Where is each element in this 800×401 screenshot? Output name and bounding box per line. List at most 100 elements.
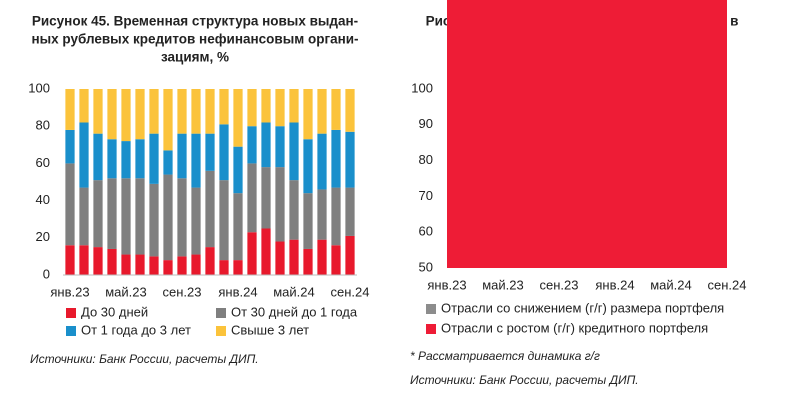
bar-segment	[163, 89, 173, 151]
bar-segment	[177, 256, 187, 275]
bar-segment	[191, 89, 201, 134]
bar-segment	[93, 133, 103, 181]
bar-segment	[331, 245, 341, 275]
bar-segment	[79, 122, 89, 188]
bar-segment	[289, 89, 299, 123]
bar-segment	[79, 89, 89, 123]
bar-segment	[317, 189, 327, 240]
legend-swatch	[66, 326, 76, 336]
bar-segment	[135, 89, 145, 140]
chart-title: Рисунок 45. Временная структура новых вы…	[32, 14, 358, 29]
source-note: * Рассматривается динамика г/г	[410, 349, 600, 363]
bar-segment	[331, 187, 341, 246]
x-tick-label: сен.23	[163, 284, 202, 299]
bar-segment	[233, 89, 243, 147]
bar-segment	[93, 180, 103, 248]
x-tick-label: май.24	[273, 284, 315, 299]
bar-segment	[163, 260, 173, 275]
bar-segment	[275, 167, 285, 242]
bar-segment	[191, 133, 201, 188]
x-tick-label: янв.24	[218, 284, 257, 299]
source-note: Источники: Банк России, расчеты ДИП.	[30, 352, 259, 366]
bar-segment	[135, 139, 145, 179]
bar-segment	[149, 183, 159, 257]
legend-label: Свыше 3 лет	[231, 322, 309, 337]
bar-segment	[233, 193, 243, 261]
bar-segment	[317, 239, 327, 275]
bar-segment	[135, 178, 145, 255]
bar-segment	[261, 89, 271, 123]
y-tick-label: 60	[36, 155, 50, 170]
bar-segment	[121, 141, 131, 179]
bar-segment	[79, 245, 89, 275]
bar-segment	[121, 254, 131, 275]
bar-segment	[219, 89, 229, 125]
bar-segment	[121, 89, 131, 142]
bar-segment	[261, 167, 271, 229]
bar-segment	[247, 232, 257, 275]
bar-segment	[135, 254, 145, 275]
bar-segment	[219, 260, 229, 275]
bar-segment	[219, 180, 229, 261]
bar-segment	[121, 178, 131, 255]
y-tick-label: 80	[419, 152, 433, 167]
bar-segment	[107, 89, 117, 140]
bar-segment	[345, 187, 355, 236]
bar-segment	[107, 139, 117, 179]
legend-swatch	[426, 304, 436, 314]
chart-title: зациям, %	[161, 50, 229, 65]
legend-swatch	[216, 326, 226, 336]
y-tick-label: 40	[36, 192, 50, 207]
bar-segment	[345, 131, 355, 188]
bar-segment	[247, 126, 257, 164]
legend-swatch	[426, 324, 436, 334]
x-tick-label: май.24	[650, 277, 692, 292]
x-tick-label: янв.23	[427, 277, 466, 292]
bar-segment	[303, 89, 313, 140]
bar-segment	[247, 89, 257, 127]
bar-segment	[149, 256, 159, 275]
bar-segment	[345, 89, 355, 132]
bar-segment	[233, 260, 243, 275]
bar-segment	[65, 129, 75, 164]
x-tick-label: янв.24	[595, 277, 634, 292]
bar-segment	[191, 254, 201, 275]
bar-segment	[93, 247, 103, 275]
bar-segment	[331, 129, 341, 188]
bar-segment	[317, 133, 327, 190]
y-tick-label: 60	[419, 224, 433, 239]
y-tick-label: 50	[419, 259, 433, 274]
bar-segment	[65, 89, 75, 130]
bar-segment	[303, 248, 313, 275]
bar-segment	[275, 126, 285, 168]
bar-segment	[149, 89, 159, 134]
y-tick-label: 100	[411, 80, 433, 95]
bar-segment	[93, 89, 103, 134]
bar-segment	[261, 228, 271, 275]
bar-segment	[205, 133, 215, 171]
bar-segment	[247, 163, 257, 233]
bar-segment	[289, 122, 299, 181]
bar-segment	[289, 239, 299, 275]
x-tick-label: май.23	[105, 284, 147, 299]
y-tick-label: 80	[36, 118, 50, 133]
x-tick-label: янв.23	[50, 284, 89, 299]
bar-segment	[205, 170, 215, 248]
area	[447, 0, 727, 268]
bar-segment	[289, 180, 299, 240]
bar-segment	[163, 150, 173, 175]
y-tick-label: 0	[43, 266, 50, 281]
y-tick-label: 90	[419, 116, 433, 131]
bar-segment	[65, 163, 75, 246]
bar-segment	[65, 245, 75, 275]
x-tick-label: сен.23	[540, 277, 579, 292]
bar-segment	[275, 89, 285, 127]
bar-segment	[177, 133, 187, 179]
bar-segment	[107, 178, 117, 249]
legend-label: От 1 года до 3 лет	[81, 322, 191, 337]
legend-label: Отрасли со снижением (г/г) размера портф…	[441, 300, 724, 315]
bar-segment	[177, 178, 187, 257]
bar-segment	[163, 174, 173, 261]
legend-label: Отрасли с ростом (г/г) кредитного портфе…	[441, 320, 708, 335]
bar-segment	[205, 89, 215, 134]
